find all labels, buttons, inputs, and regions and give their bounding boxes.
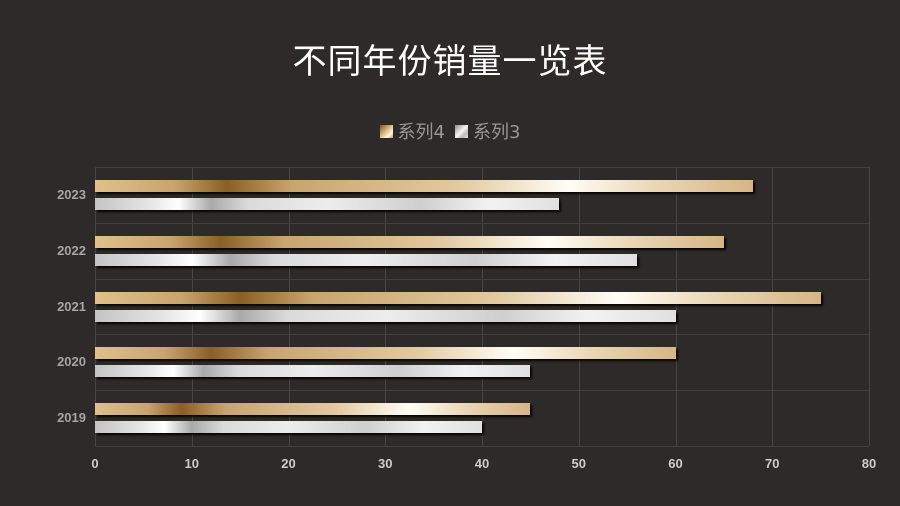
grid-line-horizontal <box>95 222 869 224</box>
bar-2019-series3[interactable] <box>95 421 482 434</box>
bar-2022-series4[interactable] <box>95 235 724 248</box>
grid-line-vertical <box>869 167 870 446</box>
bar-2022-series3[interactable] <box>95 253 637 266</box>
x-tick-label: 40 <box>474 456 490 471</box>
x-tick-label: 10 <box>184 456 199 471</box>
y-tick-label: 2021 <box>57 298 86 314</box>
grid-line-vertical <box>288 167 290 446</box>
chart-title: 不同年份销量一览表 <box>292 42 608 82</box>
y-tick-label: 2022 <box>57 242 86 258</box>
grid-line-vertical <box>385 167 387 446</box>
plot-area <box>95 167 870 447</box>
grid-line-vertical <box>482 167 483 446</box>
chart-legend: 系列4 系列3 <box>0 118 900 144</box>
grid-line-vertical <box>772 167 774 446</box>
x-tick-label: 30 <box>378 456 393 471</box>
legend-label: 系列4 <box>397 122 445 143</box>
bar-2020-series4[interactable] <box>95 347 676 360</box>
grid-line-horizontal <box>95 167 869 168</box>
x-tick-label: 60 <box>668 456 683 471</box>
bar-2019-series4[interactable] <box>95 403 531 416</box>
y-tick-label: 2019 <box>57 410 86 426</box>
bar-2021-series3[interactable] <box>95 309 676 322</box>
x-tick-label: 70 <box>765 456 780 471</box>
gold-swatch-icon <box>379 124 393 138</box>
grid-line-horizontal <box>95 334 869 336</box>
grid-line-horizontal <box>95 390 869 392</box>
grid-line-horizontal <box>95 278 869 280</box>
grid-line-vertical <box>191 167 193 446</box>
legend-label: 系列3 <box>473 122 521 143</box>
grid-line-horizontal <box>95 446 869 447</box>
grid-line-vertical <box>95 167 96 446</box>
legend-item-series3[interactable]: 系列3 <box>455 118 520 144</box>
bar-2023-series3[interactable] <box>95 198 560 210</box>
grid-line-vertical <box>675 167 677 446</box>
grid-line-vertical <box>578 167 580 446</box>
legend-item-series4[interactable]: 系列4 <box>379 118 445 144</box>
x-tick-label: 0 <box>91 456 99 471</box>
bar-2023-series4[interactable] <box>95 180 753 192</box>
bar-2021-series4[interactable] <box>95 291 821 304</box>
x-tick-label: 80 <box>861 456 877 471</box>
x-tick-label: 50 <box>571 456 586 471</box>
bar-2020-series3[interactable] <box>95 365 531 378</box>
y-tick-label: 2023 <box>57 186 86 202</box>
silver-swatch-icon <box>455 124 468 138</box>
x-tick-label: 20 <box>281 456 296 471</box>
y-tick-label: 2020 <box>57 354 86 370</box>
